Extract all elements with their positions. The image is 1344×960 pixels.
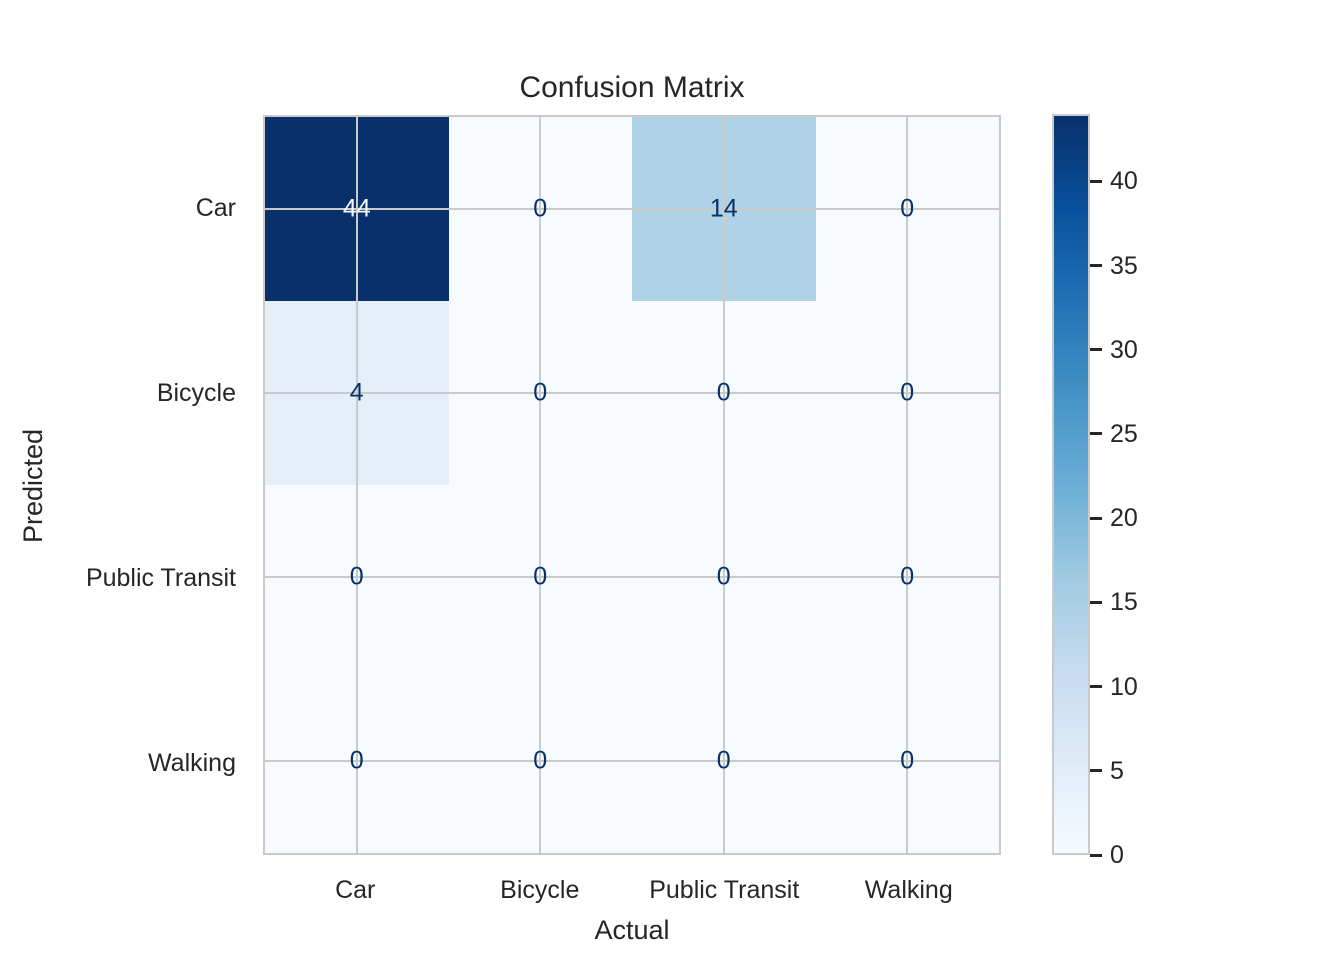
cell-value-r3c3: 0 xyxy=(900,746,915,775)
colorbar-tick-label: 0 xyxy=(1110,841,1124,869)
colorbar-tick-label: 35 xyxy=(1110,251,1138,280)
colorbar-tick-label: 25 xyxy=(1110,419,1138,448)
grid-line-vertical xyxy=(355,117,358,853)
colorbar-tick-mark xyxy=(1090,432,1102,436)
y-tick-label-walking: Walking xyxy=(148,748,236,777)
grid-line-vertical xyxy=(722,117,725,853)
colorbar-tick-mark xyxy=(1090,600,1102,604)
cell-value-r0c2: 14 xyxy=(709,194,738,223)
cell-value-r2c1: 0 xyxy=(533,562,548,591)
cell-value-r1c1: 0 xyxy=(533,378,548,407)
y-tick-label-bicycle: Bicycle xyxy=(156,378,236,407)
cell-value-r2c0: 0 xyxy=(349,562,364,591)
x-tick-label-walking: Walking xyxy=(864,876,953,904)
colorbar-tick-mark xyxy=(1090,179,1102,183)
x-tick-label-public-transit: Public Transit xyxy=(649,876,800,904)
colorbar-tick-mark xyxy=(1090,516,1102,520)
colorbar-tick-label: 5 xyxy=(1110,756,1124,785)
cell-value-r1c0: 4 xyxy=(349,378,364,407)
cell-value-r1c2: 0 xyxy=(716,378,731,407)
grid-lines-layer xyxy=(265,117,999,853)
cell-value-r3c2: 0 xyxy=(716,746,731,775)
cell-value-r1c3: 0 xyxy=(900,378,915,407)
y-axis-label: Predicted xyxy=(18,428,48,544)
x-axis-label: Actual xyxy=(594,915,670,945)
cell-annotations-layer: 44 0 14 0 4 0 0 0 0 0 0 0 0 0 0 0 xyxy=(265,117,999,853)
cell-value-r2c2: 0 xyxy=(716,562,731,591)
colorbar-tick-label: 20 xyxy=(1110,504,1138,533)
colorbar xyxy=(1052,114,1090,855)
heatmap-axes: 44 0 14 0 4 0 0 0 0 0 0 0 0 0 0 0 xyxy=(263,115,1001,855)
cell-value-r0c3: 0 xyxy=(900,194,915,223)
colorbar-tick-mark xyxy=(1090,853,1102,857)
grid-line-horizontal xyxy=(265,576,999,578)
colorbar-tick-mark xyxy=(1090,348,1102,352)
colorbar-tick-label: 40 xyxy=(1110,167,1138,196)
x-tick-label-bicycle: Bicycle xyxy=(500,876,580,904)
colorbar-tick-label: 15 xyxy=(1110,588,1138,617)
cell-value-r0c0: 44 xyxy=(342,194,371,223)
y-tick-label-car: Car xyxy=(195,193,236,222)
grid-line-horizontal xyxy=(265,208,999,210)
cell-value-r0c1: 0 xyxy=(533,194,548,223)
colorbar-tick-label: 10 xyxy=(1110,672,1138,701)
colorbar-tick-label: 30 xyxy=(1110,335,1138,364)
colorbar-tick-mark xyxy=(1090,685,1102,689)
grid-line-horizontal xyxy=(265,760,999,762)
y-tick-label-public-transit: Public Transit xyxy=(85,563,236,592)
cell-value-r2c3: 0 xyxy=(900,562,915,591)
colorbar-tick-mark xyxy=(1090,769,1102,773)
grid-line-vertical xyxy=(906,117,909,853)
grid-line-horizontal xyxy=(265,392,999,394)
chart-title: Confusion Matrix xyxy=(519,71,745,104)
x-tick-label-car: Car xyxy=(335,876,376,904)
cell-value-r3c1: 0 xyxy=(533,746,548,775)
grid-line-vertical xyxy=(539,117,542,853)
colorbar-tick-mark xyxy=(1090,264,1102,268)
cell-value-r3c0: 0 xyxy=(349,746,364,775)
